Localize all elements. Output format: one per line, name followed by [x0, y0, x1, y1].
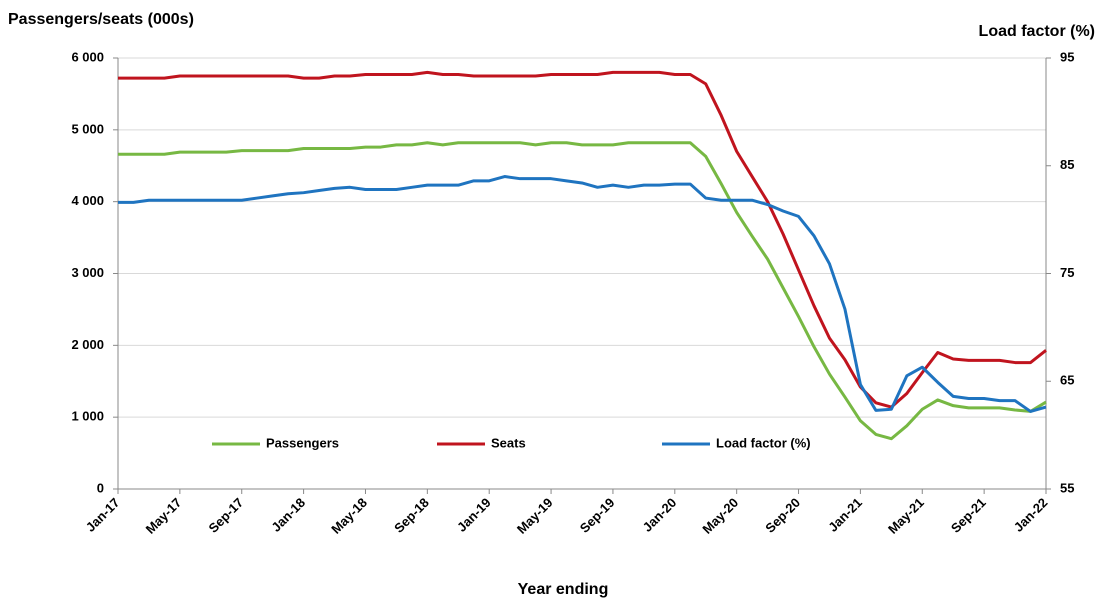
- series-line: [118, 175, 1047, 413]
- legend-label: Seats: [491, 435, 526, 450]
- x-tick-label: May-17: [143, 495, 185, 537]
- x-axis-title: Year ending: [518, 581, 609, 598]
- series-line: [118, 70, 1047, 409]
- y-tick-label: 5 000: [71, 121, 104, 136]
- legend-label: Passengers: [266, 435, 339, 450]
- y-tick-label: 1 000: [71, 409, 104, 424]
- y2-tick-label: 55: [1060, 480, 1074, 495]
- y-tick-label: 0: [97, 480, 104, 495]
- x-tick-label: Jan-17: [83, 495, 123, 535]
- y-axis-title: Passengers/seats (000s): [8, 11, 194, 28]
- x-tick-label: Jan-18: [268, 495, 308, 535]
- y2-tick-label: 85: [1060, 157, 1074, 172]
- y-tick-label: 3 000: [71, 265, 104, 280]
- x-tick-label: Jan-22: [1011, 495, 1051, 535]
- series-line: [118, 141, 1047, 441]
- y2-tick-label: 75: [1060, 265, 1074, 280]
- y-tick-label: 6 000: [71, 49, 104, 64]
- x-tick-label: Sep-20: [762, 495, 803, 536]
- legend-label: Load factor (%): [716, 435, 811, 450]
- y2-tick-label: 95: [1060, 49, 1074, 64]
- x-tick-label: Sep-19: [577, 495, 618, 536]
- y2-tick-label: 65: [1060, 373, 1074, 388]
- x-tick-label: May-18: [328, 495, 370, 537]
- y-tick-label: 4 000: [71, 193, 104, 208]
- x-tick-label: Sep-18: [391, 495, 432, 536]
- x-tick-label: Sep-17: [206, 495, 247, 536]
- x-tick-label: May-21: [885, 495, 927, 537]
- x-tick-label: May-20: [699, 495, 741, 537]
- y2-axis-title: Load factor (%): [979, 23, 1095, 40]
- x-tick-label: Sep-21: [948, 495, 989, 536]
- x-tick-label: Jan-19: [454, 495, 494, 535]
- x-tick-label: Jan-21: [825, 495, 865, 535]
- x-tick-label: May-19: [514, 495, 556, 537]
- x-tick-label: Jan-20: [640, 495, 680, 535]
- y-tick-label: 2 000: [71, 337, 104, 352]
